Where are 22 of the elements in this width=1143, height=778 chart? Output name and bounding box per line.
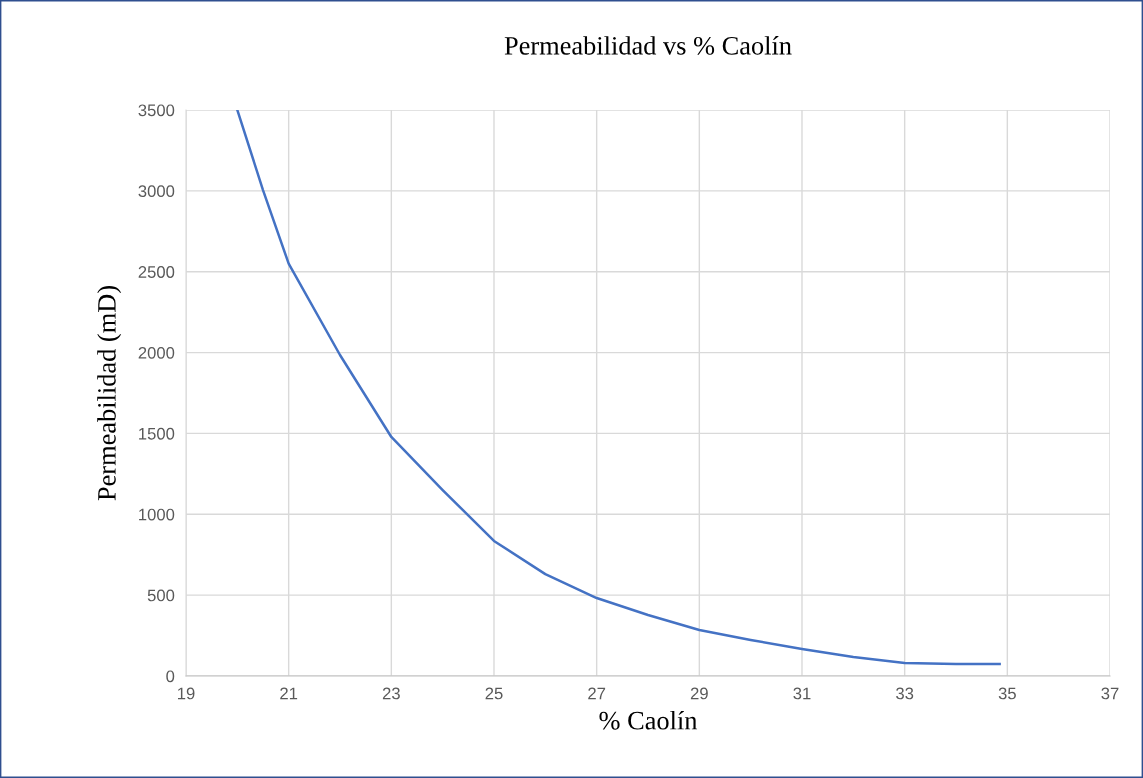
y-axis-title: Permeabilidad (mD) — [97, 286, 122, 501]
line-series — [236, 110, 1001, 666]
x-axis-title: % Caolín — [599, 710, 698, 730]
x-tick-label: 19 — [178, 687, 195, 700]
y-tick-label: 3000 — [138, 185, 175, 198]
y-tick-label: 500 — [147, 589, 175, 602]
chart-title: Permeabilidad vs % Caolín — [504, 36, 792, 55]
x-tick-label: 27 — [588, 687, 606, 700]
y-tick-label: 2000 — [138, 346, 175, 359]
x-tick-label: 21 — [280, 687, 298, 700]
x-tick-label: 29 — [690, 687, 708, 700]
x-tick-label: 23 — [382, 687, 400, 700]
x-tick-label: 25 — [485, 687, 503, 700]
y-tick-label: 3500 — [138, 104, 175, 117]
y-tick-label: 1000 — [139, 508, 175, 521]
y-tick-label: 1500 — [139, 427, 175, 440]
y-tick-label: 0 — [166, 670, 175, 683]
y-tick-label: 2500 — [138, 266, 175, 278]
x-tick-label: 35 — [998, 687, 1016, 700]
x-tick-label: 31 — [793, 687, 811, 700]
x-tick-label: 37 — [1101, 687, 1119, 700]
x-tick-label: 33 — [896, 687, 914, 700]
